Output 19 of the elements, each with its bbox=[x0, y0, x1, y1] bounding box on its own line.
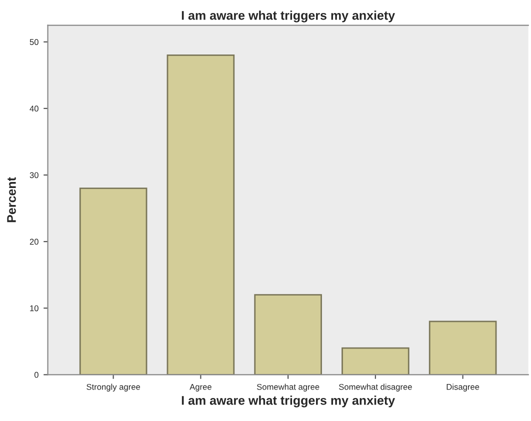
bar bbox=[254, 294, 322, 375]
bar bbox=[79, 188, 148, 375]
x-tick-label: Agree bbox=[190, 384, 212, 392]
y-tick-label: 30 bbox=[30, 172, 38, 178]
chart-title: I am aware what triggers my anxiety bbox=[182, 10, 395, 22]
bar bbox=[428, 320, 497, 375]
y-tick-label: 50 bbox=[30, 39, 38, 45]
x-tick-label: Somewhat agree bbox=[256, 384, 320, 392]
y-tick-label: 10 bbox=[30, 305, 38, 312]
y-axis-title: Percent bbox=[7, 177, 16, 222]
bar bbox=[166, 54, 235, 375]
bar bbox=[342, 347, 410, 375]
y-tick-label: 40 bbox=[30, 106, 38, 112]
x-axis-title: I am aware what triggers my anxiety bbox=[182, 396, 395, 408]
y-tick-label: 0 bbox=[34, 372, 38, 378]
y-tick-label: 20 bbox=[30, 238, 38, 245]
x-tick-label: Disagree bbox=[446, 384, 480, 392]
x-tick-label: Strongly agree bbox=[86, 384, 140, 392]
x-tick-label: Somewhat disagree bbox=[338, 384, 412, 392]
